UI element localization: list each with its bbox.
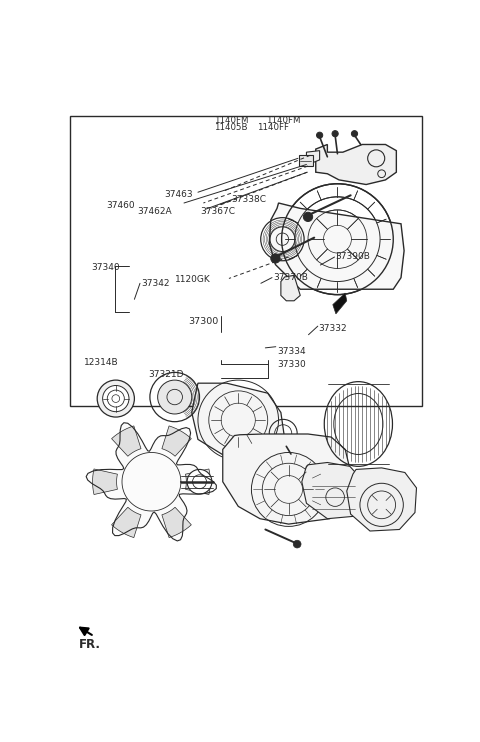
Text: 11405B: 11405B	[215, 123, 248, 132]
Bar	[299, 155, 312, 166]
Circle shape	[316, 132, 323, 138]
Text: 37300: 37300	[188, 317, 218, 326]
Polygon shape	[185, 469, 210, 494]
Circle shape	[303, 212, 312, 221]
Text: 37367C: 37367C	[201, 207, 236, 216]
Text: 12314B: 12314B	[84, 358, 119, 367]
Polygon shape	[162, 508, 192, 538]
Polygon shape	[162, 426, 192, 456]
Bar	[71, 116, 421, 406]
Text: 37332: 37332	[319, 324, 347, 333]
Text: 37463: 37463	[165, 190, 193, 199]
Polygon shape	[223, 434, 353, 524]
Text: 37342: 37342	[141, 279, 169, 288]
Text: 37334: 37334	[277, 347, 305, 356]
Circle shape	[288, 452, 295, 458]
Polygon shape	[111, 426, 141, 456]
Polygon shape	[192, 383, 285, 457]
Ellipse shape	[103, 386, 129, 412]
Circle shape	[293, 540, 301, 548]
Text: 1140FM: 1140FM	[266, 116, 301, 125]
Circle shape	[187, 470, 212, 494]
Text: 1120GK: 1120GK	[175, 275, 210, 284]
Polygon shape	[281, 275, 300, 301]
Polygon shape	[93, 469, 118, 494]
Text: FR.: FR.	[79, 637, 101, 651]
Polygon shape	[347, 468, 417, 531]
Circle shape	[332, 131, 338, 137]
Circle shape	[157, 380, 192, 414]
Circle shape	[351, 131, 358, 137]
Text: 37460: 37460	[107, 200, 135, 210]
Text: 37390B: 37390B	[335, 252, 370, 261]
Ellipse shape	[97, 380, 134, 417]
Text: 37370B: 37370B	[273, 273, 308, 282]
Text: 1140FF: 1140FF	[257, 123, 289, 132]
Polygon shape	[302, 462, 364, 519]
Text: 1140FM: 1140FM	[215, 116, 249, 125]
Polygon shape	[306, 151, 320, 166]
Circle shape	[271, 254, 280, 263]
Polygon shape	[111, 508, 141, 538]
Polygon shape	[316, 145, 396, 185]
Polygon shape	[86, 423, 216, 541]
Text: 37330: 37330	[277, 360, 306, 369]
Polygon shape	[269, 203, 404, 289]
Text: 37338C: 37338C	[231, 195, 266, 204]
Text: 37462A: 37462A	[137, 207, 172, 216]
Text: 37340: 37340	[92, 263, 120, 272]
Polygon shape	[333, 293, 347, 314]
Text: 37321D: 37321D	[148, 370, 184, 379]
